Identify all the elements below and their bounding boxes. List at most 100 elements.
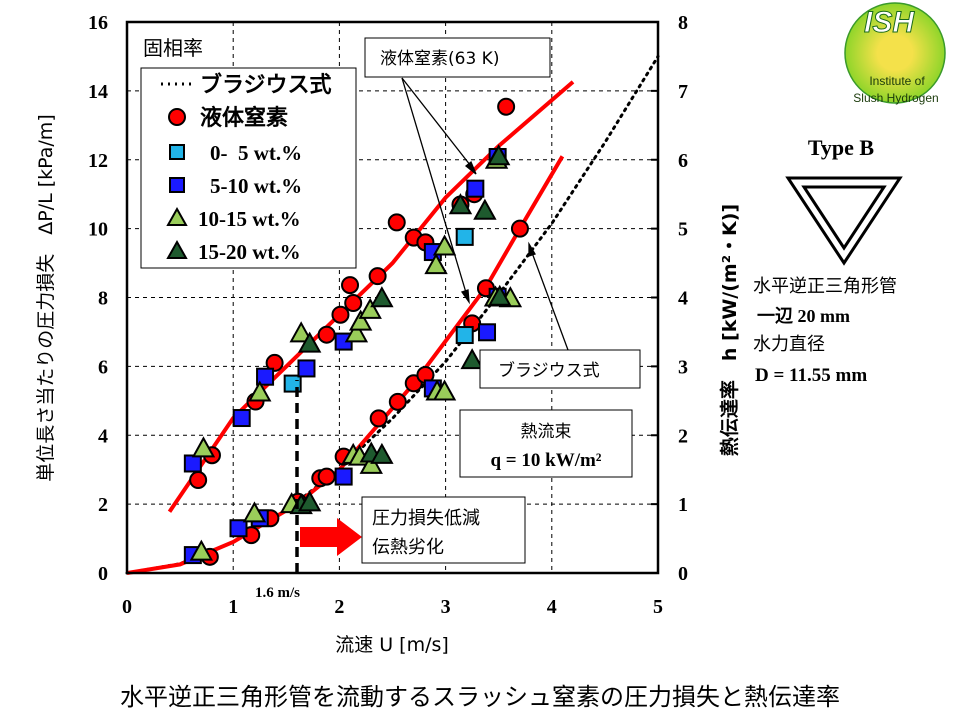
x-tick-label: 0 — [122, 596, 132, 618]
effect-line-1: 圧力損失低減 — [372, 508, 480, 529]
heat-transfer-point-circle — [344, 294, 363, 313]
pressure-drop-point-circle — [388, 392, 407, 411]
data-points — [183, 97, 529, 566]
effect-line-2: 伝熱劣化 — [372, 537, 444, 558]
heat-transfer-point-triangle-dark — [473, 198, 497, 220]
heat-flux-label: 熱流束 — [521, 422, 572, 442]
plot-frame — [125, 20, 660, 575]
y-right-tick-label: 1 — [678, 494, 688, 516]
x-tick-label: 5 — [653, 596, 663, 618]
legend-circle-marker — [168, 108, 186, 126]
heat-transfer-point-square-dark — [297, 359, 316, 378]
y-right-tick-label: 0 — [678, 563, 688, 585]
annotation-arrows — [401, 77, 569, 351]
heat-transfer-point-square-dark — [466, 179, 485, 198]
x-tick-label: 3 — [441, 596, 451, 618]
y-right-tick-label: 2 — [678, 425, 688, 447]
legend-title: 固相率 — [143, 36, 203, 60]
legend-box — [140, 67, 357, 269]
pressure-drop-point-triangle-light — [189, 539, 214, 561]
y-right-tick-label: 4 — [678, 288, 688, 310]
pressure-drop-point-square-dark — [478, 323, 497, 342]
y-right-tick-label: 8 — [678, 12, 688, 34]
x-axis-label: 流速 U [m/s] — [335, 634, 449, 656]
ish-logo: ISH Institute of Slush Hydrogen — [844, 2, 946, 105]
legend-square-light-marker — [169, 144, 185, 160]
triangle-tube-inner-icon — [801, 185, 887, 251]
pressure-drop-point-triangle-light — [432, 379, 457, 401]
legend-label: 10-15 wt.% — [198, 207, 301, 231]
heat-transfer-point-circle — [317, 325, 336, 344]
pressure-drop-point-square-dark — [229, 519, 248, 538]
logo-main: ISH — [864, 6, 915, 39]
x-tick-label: 1 — [228, 596, 238, 618]
heat-transfer-point-circle — [331, 305, 350, 324]
legend: ブラジウス式 液体窒素 0- 5 wt.% 5-10 wt.% 10-15 wt… — [161, 72, 332, 264]
x-tick-label: 4 — [547, 596, 557, 618]
y-axis-left-label: 単位長さ当たりの圧力損失 ΔP/L [kPa/m] — [35, 114, 57, 481]
slide-title: 水平逆正三角形管を流動するスラッシュ窒素の圧力損失と熱伝達率 — [120, 683, 840, 711]
heat-transfer-point-square-light — [455, 227, 474, 246]
y-left-tick-label: 16 — [88, 12, 108, 34]
legend-triangle-light-marker — [166, 206, 188, 226]
pressure-drop-point-triangle-dark — [370, 442, 394, 464]
y-right-tick-label: 7 — [678, 81, 688, 103]
pressure-drop-point-square-light — [455, 326, 474, 345]
heat-transfer-point-square-dark — [183, 454, 202, 473]
y-left-tick-label: 10 — [88, 219, 108, 241]
y-left-tick-label: 4 — [98, 425, 108, 447]
legend-label: ブラジウス式 — [200, 72, 332, 98]
heat-transfer-point-square-dark — [232, 409, 251, 428]
heat-transfer-point-triangle-light — [358, 297, 382, 319]
ln2-annotation-box — [364, 37, 551, 78]
triangle-tube-outer-icon — [785, 176, 903, 266]
logo-line-2: Slush Hydrogen — [853, 91, 938, 105]
heat-transfer-point-triangle-light — [248, 380, 272, 402]
heat-flux-value: q = 10 kW/m² — [490, 450, 601, 471]
heat-transfer-point-triangle-light — [289, 321, 313, 343]
heat-flux-box — [459, 409, 633, 478]
y-left-tick-label: 8 — [98, 288, 108, 310]
heat-transfer-point-triangle-light — [191, 436, 216, 458]
heat-transfer-point-circle — [368, 267, 387, 286]
y-axis-right-label: 熱伝達率 h [kW/(m²・K)] — [718, 204, 741, 456]
y-left-tick-label: 2 — [98, 494, 108, 516]
heat-transfer-point-circle — [497, 97, 516, 116]
pressure-drop-point-circle — [510, 219, 529, 238]
red-arrow-icon — [300, 518, 362, 556]
y-right-tick-label: 6 — [678, 150, 688, 172]
heat-transfer-point-triangle-dark — [370, 286, 394, 308]
pressure-drop-point-square-dark — [334, 467, 353, 486]
heat-transfer-point-circle — [265, 353, 284, 372]
heat-transfer-point-circle — [341, 276, 360, 295]
heat-transfer-point-circle — [387, 213, 406, 232]
legend-square-dark-marker — [169, 177, 185, 193]
logo-line-1: Institute of — [869, 74, 925, 88]
heat-transfer-point-triangle-dark — [297, 331, 322, 353]
ln2-annotation: 液体窒素(63 K) — [380, 49, 499, 69]
heat-transfer-point-triangle-dark — [448, 193, 473, 215]
side-length: 一辺 20 mm — [757, 306, 850, 326]
heat-transfer-point-triangle-light — [424, 253, 448, 275]
legend-label: 液体窒素 — [200, 105, 288, 131]
effect-box — [361, 496, 526, 564]
heat-transfer-point-circle — [189, 471, 208, 490]
heat-transfer-point-triangle-light — [432, 234, 457, 256]
legend-label: 0- 5 wt.% — [210, 141, 302, 165]
y-left-tick-label: 6 — [98, 356, 108, 378]
pressure-drop-point-triangle-dark — [297, 490, 322, 512]
y-left-tick-label: 14 — [88, 81, 108, 103]
type-label: Type B — [808, 135, 875, 160]
hydraulic-diameter-label: 水力直径 — [753, 334, 825, 355]
velocity-marker-label: 1.6 m/s — [255, 585, 300, 601]
pressure-drop-point-circle — [369, 409, 388, 428]
blasius-annotation-box — [479, 349, 641, 389]
pressure-drop-point-triangle-dark — [488, 284, 512, 306]
heat-transfer-point-triangle-dark — [487, 144, 511, 166]
hydraulic-diameter-value: D = 11.55 mm — [755, 365, 867, 386]
tube-description: 水平逆正三角形管 — [753, 276, 897, 297]
y-left-tick-label: 12 — [88, 150, 108, 172]
heat-transfer-point-triangle-light — [344, 321, 369, 343]
